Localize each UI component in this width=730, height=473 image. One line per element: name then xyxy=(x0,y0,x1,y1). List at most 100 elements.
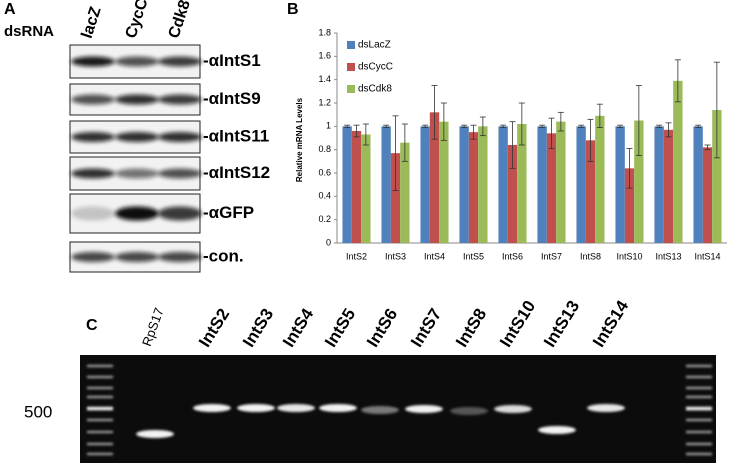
gel-band xyxy=(405,405,443,413)
panel-label: C xyxy=(86,317,98,334)
ladder-band xyxy=(87,430,113,434)
blot-label: -αIntS9 xyxy=(203,89,261,108)
error-bar xyxy=(431,85,438,140)
blot-band xyxy=(71,206,115,221)
ladder-band xyxy=(686,386,712,390)
bar xyxy=(351,131,362,243)
bar xyxy=(624,168,635,243)
x-tick-label: IntS8 xyxy=(580,251,601,261)
error-bar xyxy=(500,124,507,128)
bar xyxy=(478,126,488,243)
blot-band xyxy=(71,94,115,105)
error-bar xyxy=(596,103,603,128)
gel-band xyxy=(277,404,315,412)
ladder-band xyxy=(87,364,113,368)
error-bar xyxy=(617,124,624,128)
error-bar xyxy=(344,124,351,128)
bar xyxy=(381,126,391,243)
blot-band xyxy=(158,206,202,221)
error-bar xyxy=(479,116,486,137)
rnai-label: dsRNA xyxy=(4,23,54,40)
y-tick-label: 0.4 xyxy=(318,191,331,201)
bar xyxy=(361,134,371,243)
blot-band xyxy=(115,206,159,221)
bar xyxy=(693,126,703,243)
lane-label: Cdk8 xyxy=(166,0,194,41)
blot-band xyxy=(115,252,159,262)
error-bar xyxy=(635,85,642,156)
error-bar xyxy=(461,124,468,128)
error-bar xyxy=(704,144,711,151)
bar xyxy=(654,126,664,243)
size-marker: 500 xyxy=(24,402,52,421)
bar xyxy=(517,124,527,243)
x-tick-label: IntS6 xyxy=(502,251,523,261)
y-tick-label: 1.8 xyxy=(318,27,331,37)
error-bar xyxy=(665,122,672,138)
x-tick-label: IntS13 xyxy=(655,251,681,261)
panel-label: A xyxy=(4,1,16,18)
error-bar xyxy=(548,117,555,149)
blot-label: -αIntS11 xyxy=(203,126,269,145)
blot-band xyxy=(158,94,202,105)
gel-band xyxy=(136,430,174,438)
ladder-band xyxy=(87,452,113,456)
blot-label: -αIntS12 xyxy=(203,163,270,182)
error-bar xyxy=(626,148,633,189)
error-bar xyxy=(362,123,369,146)
y-tick-label: 1.6 xyxy=(318,51,331,61)
blot-band xyxy=(115,132,159,142)
blot-label: -con. xyxy=(203,246,244,265)
y-tick-label: 0 xyxy=(326,237,331,247)
ladder-band xyxy=(686,406,712,411)
bar xyxy=(585,140,596,243)
lane-label: CycC xyxy=(123,0,152,41)
blot-label: -αGFP xyxy=(203,203,254,222)
error-bar xyxy=(470,124,477,140)
x-tick-label: IntS2 xyxy=(346,251,367,261)
bar xyxy=(615,126,625,243)
legend-label: dsLacZ xyxy=(358,40,391,51)
lane-label: IntS5 xyxy=(321,305,359,350)
bar xyxy=(673,80,683,243)
gel-band xyxy=(193,404,231,412)
bar xyxy=(576,126,586,243)
ladder-band xyxy=(686,418,712,422)
legend-swatch xyxy=(347,41,355,49)
bar xyxy=(498,126,508,243)
ladder-band xyxy=(686,442,712,446)
blot-band xyxy=(71,132,115,142)
gel-band xyxy=(494,405,532,413)
ladder-band xyxy=(87,386,113,390)
error-bar xyxy=(539,124,546,128)
ladder-band xyxy=(87,395,113,399)
blot-band xyxy=(158,168,202,179)
blot-band xyxy=(115,56,159,67)
bar xyxy=(634,120,644,243)
lane-label: IntS10 xyxy=(496,297,539,350)
bar xyxy=(537,126,547,243)
x-tick-label: IntS3 xyxy=(385,251,406,261)
error-bar xyxy=(509,121,516,169)
y-tick-label: 0.6 xyxy=(318,167,331,177)
error-bar xyxy=(440,102,447,141)
gel-band xyxy=(237,404,275,412)
bar xyxy=(595,115,605,243)
error-bar xyxy=(695,124,702,128)
panel-label: B xyxy=(287,1,299,18)
gel-band xyxy=(361,406,399,414)
blot-band xyxy=(115,168,159,179)
legend-label: dsCycC xyxy=(358,62,393,73)
lane-label: lacZ xyxy=(79,5,105,41)
error-bar xyxy=(353,124,360,138)
ladder-band xyxy=(87,375,113,379)
bar xyxy=(702,147,713,243)
x-tick-label: IntS7 xyxy=(541,251,562,261)
lane-label: IntS6 xyxy=(363,305,401,350)
bar xyxy=(342,126,352,243)
blot-band xyxy=(158,252,202,262)
ladder-band xyxy=(686,452,712,456)
ladder-band xyxy=(686,375,712,379)
lane-label: IntS13 xyxy=(540,297,583,350)
gel-band xyxy=(538,426,576,434)
